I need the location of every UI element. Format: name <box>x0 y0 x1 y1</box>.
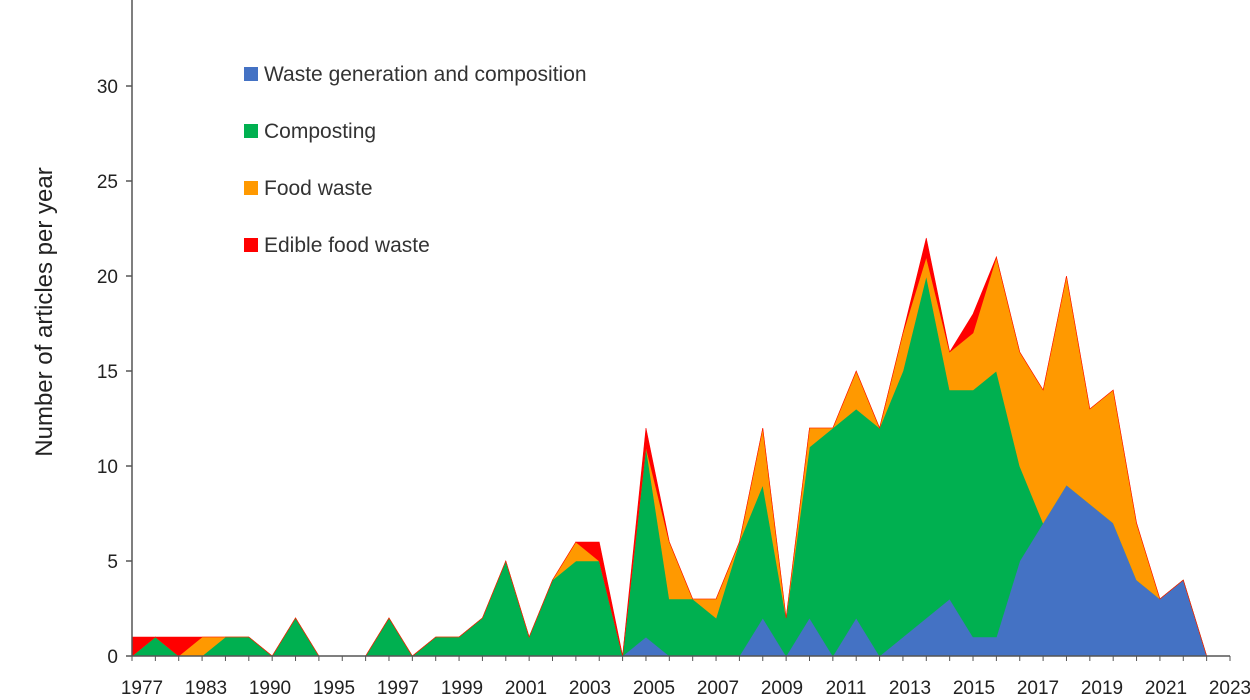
legend-swatch <box>244 238 258 252</box>
x-tick-label: 1999 <box>441 678 483 699</box>
x-tick-label: 2009 <box>761 678 803 699</box>
axes <box>131 0 1230 657</box>
x-ticks: 1977 1983 1990 1995 1997 1999 2001 2003 2005 2007… <box>121 656 1250 699</box>
legend-swatch <box>244 67 258 81</box>
x-tick-label: 2005 <box>633 678 675 699</box>
x-tick-label: 1995 <box>313 678 355 699</box>
y-ticks: 0 5 10 15 20 25 30 <box>97 77 132 668</box>
legend-label: Composting <box>264 120 376 143</box>
x-tick-label: 2003 <box>569 678 611 699</box>
legend: Waste generation and composition Composti… <box>244 63 587 257</box>
x-tick-label: 1977 <box>121 678 163 699</box>
y-axis-label: Number of articles per year <box>31 167 58 456</box>
x-tick-label: 2023 <box>1209 678 1250 699</box>
x-tick-label: 1997 <box>377 678 419 699</box>
y-tick-label: 5 <box>107 552 118 573</box>
x-tick-label: 2011 <box>826 678 867 699</box>
x-tick-label: 2015 <box>953 678 995 699</box>
legend-swatch <box>244 181 258 195</box>
x-tick-label: 2001 <box>505 678 547 699</box>
y-tick-label: 20 <box>97 267 118 288</box>
y-tick-label: 25 <box>97 172 118 193</box>
y-tick-label: 0 <box>107 647 118 668</box>
x-tick-label: 2021 <box>1145 678 1187 699</box>
legend-label: Edible food waste <box>264 234 430 257</box>
y-tick-label: 30 <box>97 77 118 98</box>
legend-label: Waste generation and composition <box>264 63 587 86</box>
legend-label: Food waste <box>264 177 373 200</box>
x-tick-label: 2013 <box>889 678 931 699</box>
area-layer <box>131 237 1230 657</box>
x-tick-label: 2019 <box>1081 678 1123 699</box>
y-tick-label: 15 <box>97 362 118 383</box>
legend-swatch <box>244 124 258 138</box>
x-tick-label: 2007 <box>697 678 739 699</box>
x-tick-label: 2017 <box>1017 678 1059 699</box>
x-tick-label: 1983 <box>185 678 227 699</box>
x-tick-label: 1990 <box>249 678 291 699</box>
y-tick-label: 10 <box>97 457 118 478</box>
